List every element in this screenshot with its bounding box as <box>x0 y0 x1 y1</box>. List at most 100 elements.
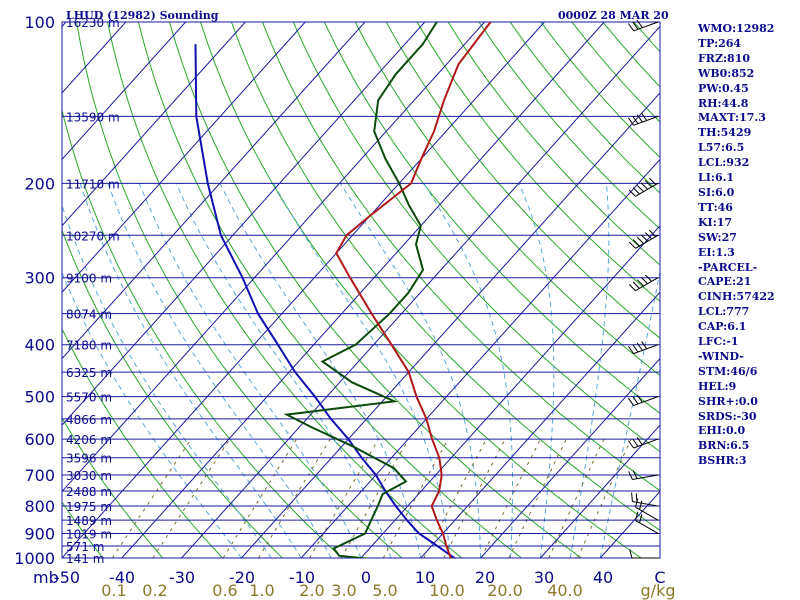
mixing-ratio-line <box>340 438 409 558</box>
wind-barb-flag <box>632 438 639 447</box>
pressure-tick-label: 200 <box>24 174 55 193</box>
index-item: FRZ:810 <box>698 51 751 65</box>
height-label: 6325 m <box>66 366 112 380</box>
isotherm-line <box>420 291 660 558</box>
wind-barb-flag <box>644 180 653 188</box>
wind-barb-flag <box>640 276 648 285</box>
wind-barb-flag <box>627 440 634 449</box>
wind-barb-flag <box>632 116 639 124</box>
index-item: CINH:57422 <box>698 290 775 304</box>
isotherm-line <box>540 424 660 558</box>
pressure-tick-label: 600 <box>24 430 55 449</box>
wind-barb-flag <box>636 236 644 244</box>
mixing-ratio-line <box>152 438 231 558</box>
wind-barb-staff <box>635 234 659 249</box>
height-label: 3596 m <box>66 452 112 466</box>
parcel-trace <box>194 44 457 558</box>
index-item: SHR+:0.0 <box>698 394 758 408</box>
index-item: TT:46 <box>698 200 733 214</box>
index-item: LI:6.1 <box>698 171 735 185</box>
wind-barb-staff <box>633 344 659 355</box>
height-label: 141 m <box>66 552 104 566</box>
wind-barb-flag <box>641 112 648 121</box>
temperature-tick-label: C <box>654 568 665 587</box>
wind-barb-flag <box>640 182 648 190</box>
index-item: L57:6.5 <box>698 141 745 155</box>
index-item: CAP:6.1 <box>698 320 747 334</box>
dry-adiabats <box>62 22 660 558</box>
height-label: 13590 m <box>66 110 120 124</box>
isotherm-line <box>480 357 660 558</box>
chart-title: LHUD (12982) Sounding <box>66 9 219 22</box>
moist-adiabat-line <box>518 183 555 558</box>
plot-frame <box>61 21 661 559</box>
wind-barb-flag <box>636 437 643 446</box>
wind-barb <box>631 492 659 507</box>
wind-barb-flag <box>641 341 648 350</box>
dry-adiabat-line <box>76 22 403 558</box>
temperature-tick-label: -10 <box>289 568 315 587</box>
moist-adiabat-line <box>219 183 422 558</box>
height-label: 10270 m <box>66 229 120 243</box>
pressure-tick-label: 700 <box>24 466 55 485</box>
temperature-tick-label: 0 <box>361 568 371 587</box>
height-label: 1489 m <box>66 514 112 528</box>
dry-adiabat-line <box>261 22 660 492</box>
index-item: CAPE:21 <box>698 275 752 289</box>
index-item: HEL:9 <box>698 379 737 393</box>
index-item: LCL:932 <box>698 156 750 170</box>
pressure-tick-label: 500 <box>24 388 55 407</box>
wind-barb-flag <box>632 239 640 247</box>
moist-adiabat-line <box>599 268 660 558</box>
wind-barb-flag <box>635 498 639 508</box>
wind-barb-flag <box>628 471 633 480</box>
isotherm-line <box>241 92 660 558</box>
wind-barb-flag <box>636 394 643 403</box>
mixing-ratio-line <box>309 438 380 558</box>
index-item: RH:44.8 <box>698 96 749 110</box>
isotherm-line <box>121 22 605 558</box>
wind-barb-flag <box>628 284 636 292</box>
temperature-tick-label: 10 <box>415 568 435 587</box>
mixing-ratio-label: 2.0 <box>299 581 324 600</box>
isotherm-line <box>62 22 186 161</box>
wind-barb-flag <box>635 511 639 521</box>
mixing-ratio-line <box>222 438 298 558</box>
index-item: KI:17 <box>698 215 733 229</box>
index-item: STM:46/6 <box>698 364 758 378</box>
index-item: BRN:6.5 <box>698 439 750 453</box>
wind-barb <box>627 394 659 407</box>
wind-barb <box>635 511 659 534</box>
index-item: TP:264 <box>698 36 742 50</box>
isotherm-line <box>0 22 6 558</box>
height-label: 9100 m <box>66 272 112 286</box>
wind-barb-flag <box>644 274 653 282</box>
isotherm-line <box>62 22 366 360</box>
height-label: 7180 m <box>66 339 112 353</box>
wind-barb <box>628 470 659 480</box>
mixing-ratio-label: 10.0 <box>429 581 465 600</box>
wind-barb-flag <box>627 117 634 126</box>
wind-barb-flag <box>629 549 633 559</box>
profiles <box>194 22 492 558</box>
wind-barb-flag <box>636 342 643 351</box>
temperature-tick-label: -50 <box>54 568 80 587</box>
wind-barb-flag <box>627 345 634 354</box>
pressure-tick-label: 300 <box>24 269 55 288</box>
mixing-ratio-label: g/kg <box>641 581 676 600</box>
wind-barb-flag <box>636 114 643 123</box>
wind-barb-flag <box>632 21 639 30</box>
index-item: EI:1.3 <box>698 245 735 259</box>
temperature-tick-label: 30 <box>534 568 554 587</box>
height-label: 2488 m <box>66 485 112 499</box>
wind-barb <box>627 437 659 449</box>
pressure-unit-label: mb <box>33 568 59 587</box>
wind-barb-flag <box>632 187 640 195</box>
wind-barb-flag <box>639 513 643 523</box>
index-item: -PARCEL- <box>698 260 758 274</box>
mixing-ratio-line <box>258 438 331 558</box>
wind-barb-flag <box>632 396 639 405</box>
temperature-tick-label: -40 <box>109 568 135 587</box>
mixing-ratio-line <box>480 438 541 558</box>
